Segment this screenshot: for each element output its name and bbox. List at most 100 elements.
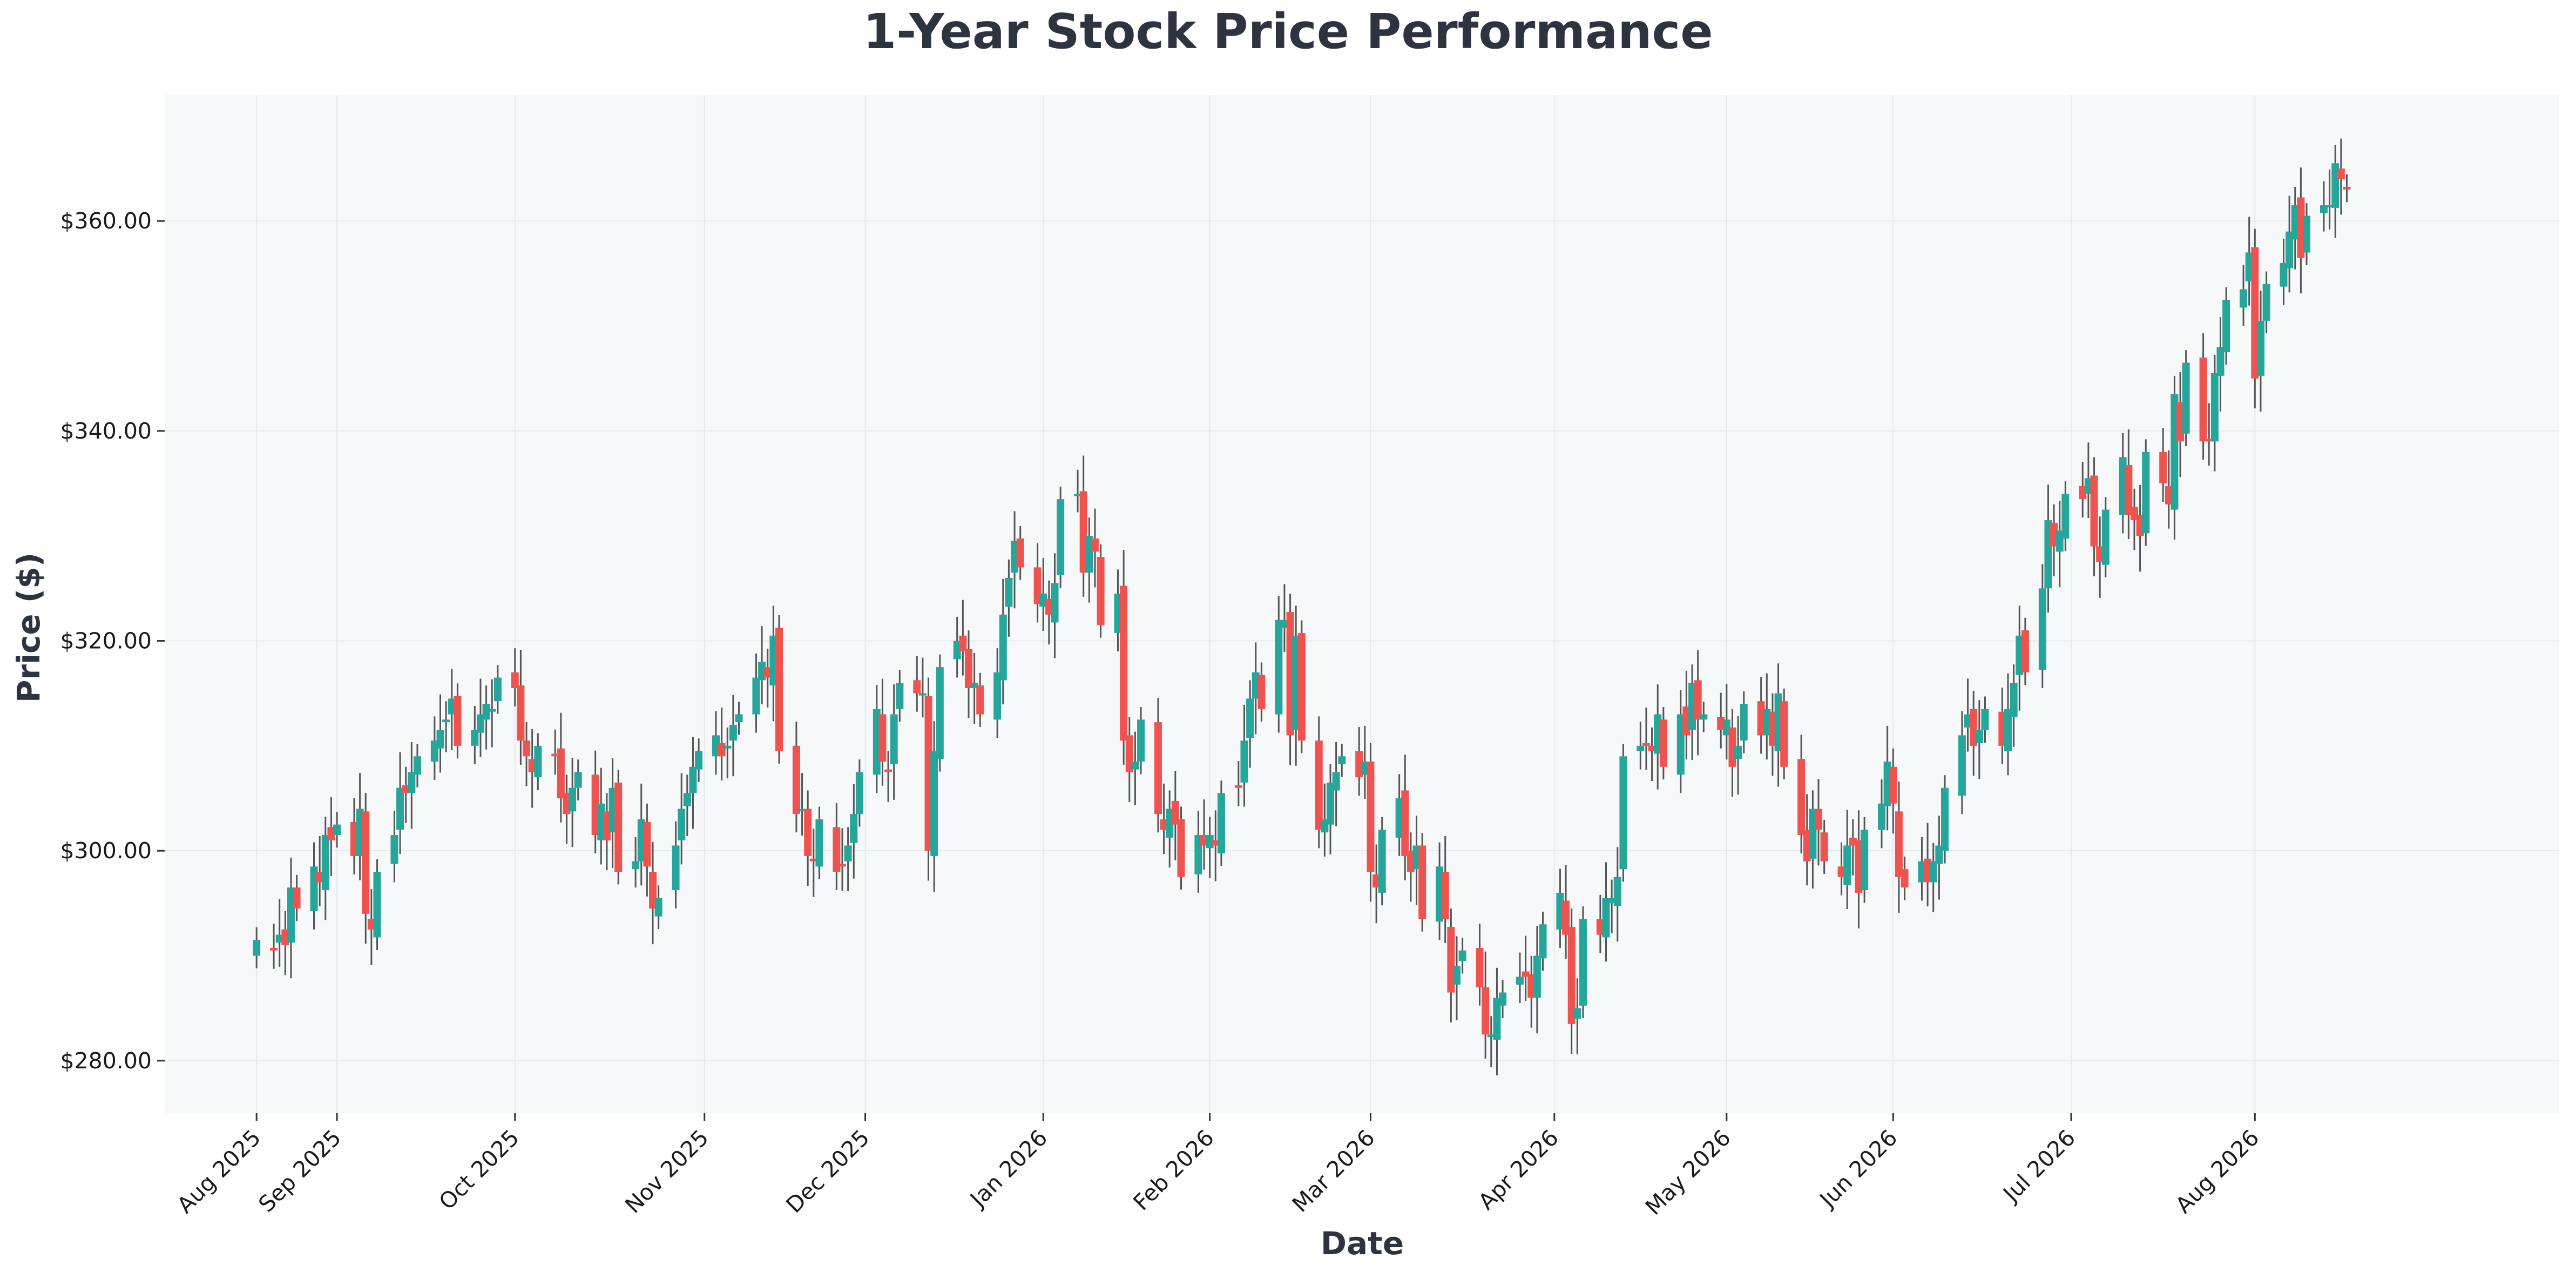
candle-body bbox=[1177, 819, 1185, 877]
candle-body bbox=[1160, 819, 1168, 830]
candle-body bbox=[574, 772, 582, 788]
candle-body bbox=[1051, 583, 1059, 623]
candle-body bbox=[597, 803, 605, 840]
candle-body bbox=[632, 861, 640, 870]
candle-body bbox=[316, 872, 324, 883]
candle-body bbox=[1533, 955, 1541, 998]
candle-body bbox=[936, 667, 944, 759]
candle-body bbox=[1562, 900, 1570, 935]
candle-body bbox=[1499, 992, 1507, 1006]
candle-body bbox=[1820, 832, 1828, 861]
candle-body bbox=[1045, 598, 1053, 615]
candle-body bbox=[2325, 205, 2334, 208]
candle-body bbox=[1372, 874, 1381, 888]
candle-body bbox=[1619, 756, 1627, 870]
candle-body bbox=[1120, 585, 1128, 741]
candle-body bbox=[2337, 169, 2345, 179]
candle-body bbox=[396, 787, 404, 830]
candle-body bbox=[695, 751, 703, 770]
candle-body bbox=[643, 822, 651, 867]
candle-body bbox=[1659, 719, 1667, 767]
candle-body bbox=[959, 635, 967, 651]
candle-body bbox=[1257, 675, 1266, 709]
candle-body bbox=[735, 714, 743, 723]
candle-body bbox=[804, 809, 812, 856]
candle-body bbox=[551, 753, 559, 757]
candle-body bbox=[2038, 588, 2046, 670]
candle-body bbox=[1482, 987, 1490, 1035]
candle-body bbox=[2320, 205, 2328, 213]
candle-body bbox=[1097, 557, 1105, 625]
candle-body bbox=[2021, 630, 2029, 672]
x-tick-label: May 2026 bbox=[1640, 1125, 1736, 1220]
candle-body bbox=[1527, 974, 1536, 998]
candle-body bbox=[563, 793, 571, 814]
candle-body bbox=[1079, 491, 1087, 573]
candle-body bbox=[1171, 800, 1179, 825]
candle-body bbox=[2240, 289, 2248, 308]
candle-body bbox=[2256, 320, 2264, 376]
candle-body bbox=[367, 919, 375, 930]
candle-body bbox=[752, 677, 760, 715]
candle-body bbox=[275, 934, 283, 943]
candle-body bbox=[1843, 845, 1851, 885]
candle-body bbox=[511, 672, 519, 688]
candle-body bbox=[1889, 766, 1897, 804]
candle-body bbox=[1447, 927, 1455, 993]
candle-body bbox=[2101, 509, 2110, 565]
candle-body bbox=[1458, 950, 1466, 961]
candle-body bbox=[1717, 717, 1725, 730]
candle-body bbox=[373, 872, 381, 938]
candle-body bbox=[2016, 635, 2024, 675]
candle-body bbox=[413, 756, 421, 775]
candle-body bbox=[476, 714, 484, 733]
candle-body bbox=[1085, 536, 1093, 573]
candle-body bbox=[1452, 966, 1461, 985]
candle-body bbox=[1700, 714, 1708, 720]
candle-body bbox=[1763, 709, 1771, 736]
candle-body bbox=[1194, 835, 1202, 874]
candle-body bbox=[2303, 216, 2311, 253]
candle-body bbox=[1016, 538, 1024, 568]
candle-body bbox=[678, 809, 686, 840]
candle-body bbox=[2199, 357, 2207, 442]
candle-body bbox=[281, 929, 289, 946]
candle-body bbox=[637, 819, 645, 861]
candle-body bbox=[1613, 877, 1621, 906]
y-tick-label: $280.00 bbox=[60, 1048, 152, 1074]
candle-body bbox=[1803, 830, 1811, 861]
candle-body bbox=[2136, 515, 2144, 536]
candle-body bbox=[1964, 714, 1972, 728]
candle-body bbox=[293, 887, 301, 909]
candle-body bbox=[1901, 869, 1909, 888]
candle-body bbox=[850, 814, 858, 843]
candle-body bbox=[2251, 247, 2259, 379]
candle-body bbox=[1935, 845, 1943, 864]
candle-body bbox=[2010, 683, 2018, 717]
candle-body bbox=[775, 628, 783, 751]
candle-body bbox=[448, 698, 456, 715]
candle-body bbox=[430, 741, 438, 762]
candle-body bbox=[2176, 402, 2185, 442]
candle-body bbox=[436, 730, 444, 749]
candle-body bbox=[2044, 520, 2052, 589]
candle-body bbox=[1688, 683, 1696, 730]
candle-body bbox=[924, 696, 932, 851]
candle-body bbox=[1441, 872, 1449, 919]
x-tick-label: Jan 2026 bbox=[964, 1125, 1053, 1213]
candle-body bbox=[953, 641, 961, 659]
candle-body bbox=[999, 614, 1007, 681]
candle-body bbox=[1837, 866, 1845, 877]
candle-body bbox=[253, 940, 261, 956]
candle-body bbox=[2331, 163, 2340, 208]
candle-body bbox=[1011, 541, 1019, 573]
candle-body bbox=[1648, 745, 1656, 751]
candle-body bbox=[408, 772, 416, 793]
candle-body bbox=[1401, 790, 1409, 856]
candle-body bbox=[2004, 709, 2012, 751]
candle-body bbox=[1493, 998, 1501, 1040]
candle-body bbox=[1797, 759, 1806, 836]
y-axis: $280.00 $300.00 $320.00 $340.00 $360.00 bbox=[60, 208, 165, 1074]
candle-body bbox=[970, 683, 978, 688]
